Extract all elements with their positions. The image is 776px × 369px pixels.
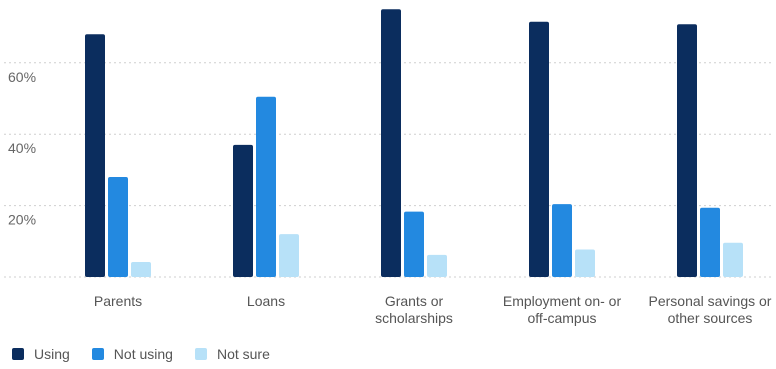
bar-not-sure [279,234,299,277]
legend-label: Not sure [216,346,270,362]
y-axis-ticks: 20% 40% 60% [8,69,36,228]
bar-not-using [700,207,720,277]
legend-swatch [91,348,104,360]
bar-using [85,34,105,277]
y-tick-label: 40% [8,140,36,156]
bar-not-sure [131,262,151,277]
bar-not-using [108,177,128,277]
x-category-label: Grants or scholarships [375,293,453,326]
legend-label: Not using [113,346,173,362]
x-category-label: Loans [247,293,285,309]
legend-item: Not using [91,346,173,362]
legend-item: Using [12,346,70,362]
bar-using [233,144,253,277]
bar-not-sure [575,249,595,277]
bar-using [677,24,697,277]
bar-chart: 20% 40% 60% Parents Loans Grants or scholarsh… [4,9,772,326]
bar-not-sure [427,254,447,277]
bar-using [529,21,549,278]
bar-not-using [404,211,424,277]
legend-swatch [12,348,24,360]
x-axis-labels: Parents Loans Grants or scholarships Employm… [94,293,772,326]
bar-not-using [552,204,572,277]
bar-using [381,9,401,277]
x-category-label: Employment on- or off-campus [503,293,622,326]
legend-label: Using [34,346,70,362]
gridlines [4,62,772,278]
bar-not-sure [723,242,743,277]
x-category-label: Parents [94,293,142,309]
legend-swatch [194,348,207,360]
y-tick-label: 20% [8,212,36,228]
x-category-label: Personal savings or other sources [649,293,772,326]
legend-item: Not sure [194,346,270,362]
legend: Using Not using Not sure [12,346,292,362]
y-tick-label: 60% [8,69,36,85]
bar-not-using [256,96,276,277]
bars [85,9,743,278]
